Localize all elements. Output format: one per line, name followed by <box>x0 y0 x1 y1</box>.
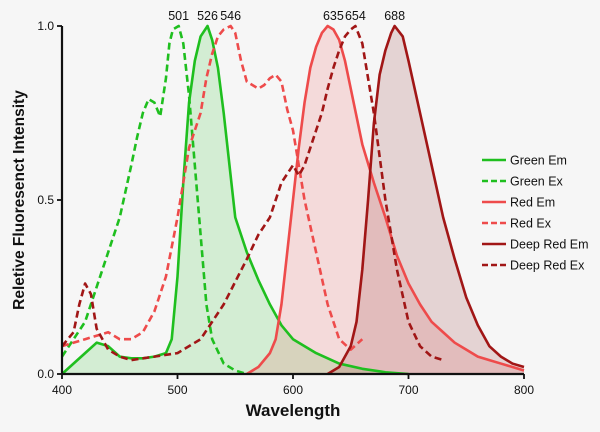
series-fill-green-em <box>62 26 409 374</box>
series-line-green-ex <box>60 24 248 376</box>
legend-label-deep-red-em: Deep Red Em <box>510 238 589 252</box>
peak-label-635: 635 <box>323 9 344 23</box>
series-line-green-em <box>61 24 409 376</box>
peak-annotations: 501 526 546 635 654 688 <box>168 9 405 23</box>
peak-label-546: 546 <box>220 9 241 23</box>
peak-label-654: 654 <box>345 9 366 23</box>
series-line-deep-red-ex <box>60 24 444 362</box>
y-tick-label-1: 0.5 <box>37 193 54 207</box>
series-fill-deep-red-em <box>327 26 524 374</box>
x-tick-label-600: 600 <box>283 383 303 397</box>
y-axis-title: Reletive Fluoresenct Intensity <box>11 90 28 310</box>
series-line-deep-red-em <box>326 24 525 376</box>
peak-label-501: 501 <box>168 9 189 23</box>
x-tick-label-800: 800 <box>514 383 534 397</box>
legend-label-red-em: Red Em <box>510 196 555 210</box>
y-tick-label-0: 0.0 <box>37 367 54 381</box>
axis-ticks: 400 500 600 700 800 0.0 0.5 1.0 <box>37 19 534 397</box>
series-line-red-ex <box>61 24 364 351</box>
legend-label-red-ex: Red Ex <box>510 217 552 231</box>
legend-label-green-ex: Green Ex <box>510 175 564 189</box>
series-fills <box>62 26 525 374</box>
legend-label-deep-red-ex: Deep Red Ex <box>510 259 585 273</box>
series-line-red-em <box>246 24 525 376</box>
series-fill-red-em <box>246 26 525 374</box>
peak-label-526: 526 <box>197 9 218 23</box>
x-tick-label-700: 700 <box>398 383 418 397</box>
x-axis-title: Wavelength <box>246 401 341 420</box>
x-tick-label-400: 400 <box>52 383 72 397</box>
x-tick-label-500: 500 <box>167 383 187 397</box>
peak-label-688: 688 <box>384 9 405 23</box>
legend-label-green-em: Green Em <box>510 154 567 168</box>
series-lines <box>60 24 525 376</box>
legend: Green Em Green Ex Red Em Red Ex Deep Red Em D… <box>482 154 589 273</box>
y-tick-label-2: 1.0 <box>37 19 54 33</box>
